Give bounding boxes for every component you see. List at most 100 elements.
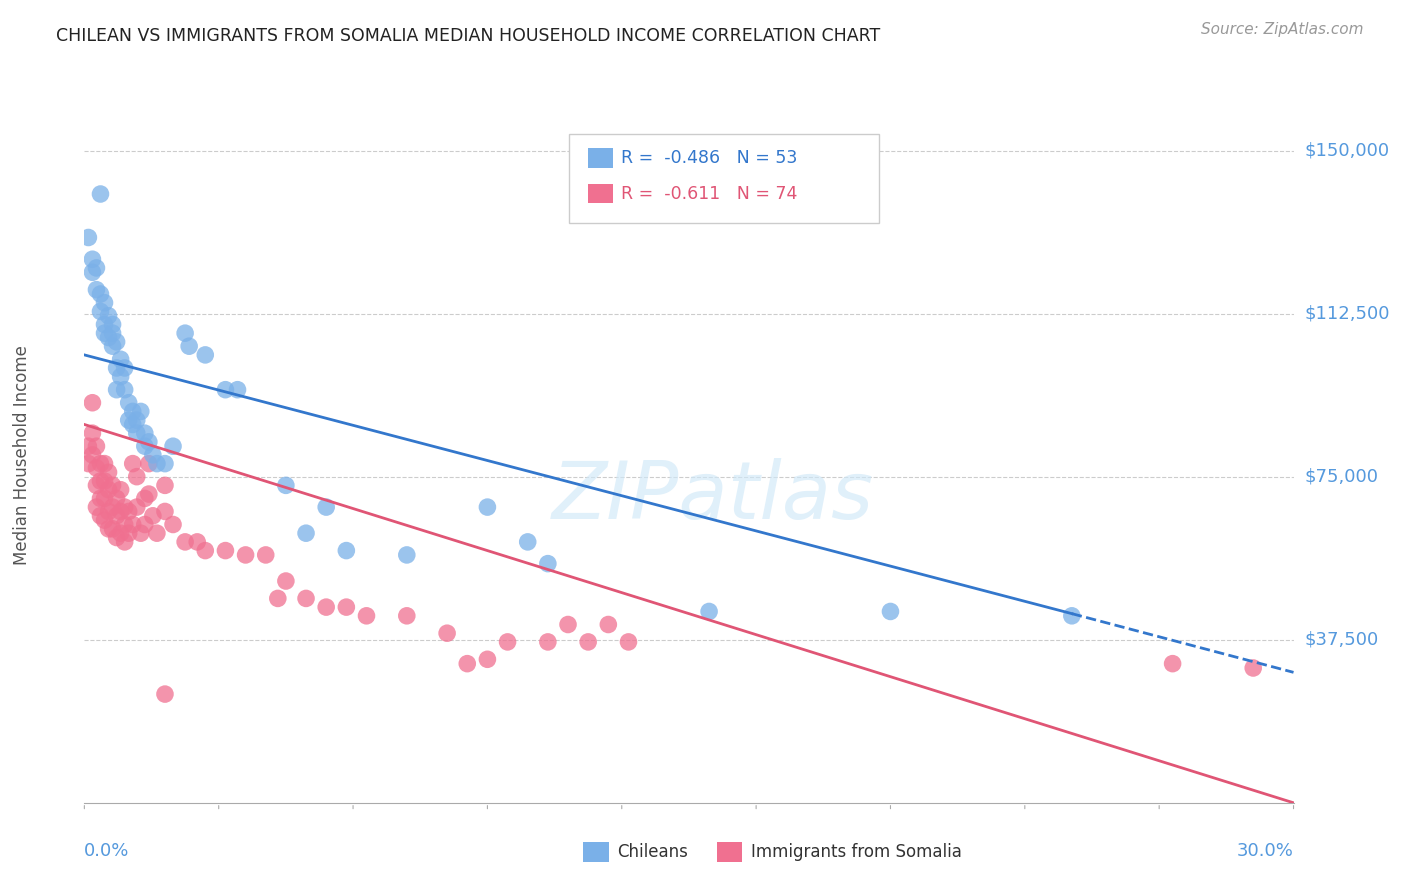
Point (105, 508, 128, 523)
Point (105, 383, 128, 397)
Text: 0.0%: 0.0% (84, 842, 129, 860)
Point (395, 608, 418, 623)
Point (82, 396, 104, 410)
Text: $150,000: $150,000 (1305, 142, 1389, 160)
Point (129, 526, 152, 541)
Point (118, 413, 141, 427)
Point (93, 474, 115, 488)
Point (89, 457, 111, 471)
Point (86, 478, 108, 492)
Text: Source: ZipAtlas.com: Source: ZipAtlas.com (1201, 22, 1364, 37)
Point (194, 543, 217, 558)
Point (356, 608, 378, 623)
Point (93, 326, 115, 341)
Point (138, 487, 160, 501)
Point (697, 605, 720, 619)
Point (82, 426, 104, 441)
Point (557, 617, 579, 632)
Point (576, 635, 599, 649)
Point (93, 295, 115, 310)
Point (274, 478, 297, 492)
Point (118, 504, 141, 518)
Point (114, 383, 136, 397)
Point (110, 526, 132, 541)
Point (101, 339, 124, 353)
Point (153, 687, 176, 701)
Point (214, 383, 236, 397)
Point (267, 591, 290, 606)
Point (186, 535, 208, 549)
Point (101, 478, 124, 492)
Text: 30.0%: 30.0% (1237, 842, 1294, 860)
Point (86, 461, 108, 475)
Point (97, 330, 120, 344)
Point (174, 535, 197, 549)
Point (496, 635, 519, 649)
Point (125, 413, 148, 427)
Point (125, 469, 148, 483)
Point (89, 304, 111, 318)
Point (315, 600, 337, 615)
Point (77, 230, 100, 244)
Text: R =  -0.486   N = 53: R = -0.486 N = 53 (621, 149, 797, 167)
Point (101, 522, 124, 536)
Point (121, 417, 143, 432)
Point (537, 557, 560, 571)
Point (89, 187, 111, 202)
Point (93, 318, 115, 332)
Point (89, 508, 111, 523)
Point (110, 369, 132, 384)
Point (129, 404, 152, 418)
Point (477, 652, 499, 666)
Point (97, 483, 120, 497)
Point (295, 526, 318, 541)
Point (125, 500, 148, 514)
Text: R =  -0.611   N = 74: R = -0.611 N = 74 (621, 185, 797, 202)
Point (93, 491, 115, 506)
Point (134, 517, 156, 532)
Point (315, 500, 337, 514)
Point (146, 457, 169, 471)
Point (436, 626, 458, 640)
Point (114, 361, 136, 376)
Point (134, 439, 156, 453)
Point (110, 483, 132, 497)
Point (86, 260, 108, 275)
Point (134, 491, 156, 506)
Point (879, 605, 901, 619)
Point (114, 517, 136, 532)
Point (235, 548, 257, 562)
Point (226, 383, 249, 397)
Point (97, 466, 120, 480)
Point (395, 548, 418, 562)
Point (121, 517, 143, 532)
Point (153, 504, 176, 518)
Point (477, 500, 499, 514)
Point (174, 326, 197, 341)
Point (335, 600, 357, 615)
Text: $112,500: $112,500 (1305, 304, 1391, 323)
Point (89, 491, 111, 506)
Text: $75,000: $75,000 (1305, 467, 1379, 485)
Point (537, 635, 560, 649)
Point (274, 574, 297, 588)
Point (142, 448, 165, 462)
Point (121, 457, 143, 471)
Point (105, 491, 128, 506)
Point (97, 522, 120, 536)
Point (86, 283, 108, 297)
Point (77, 457, 100, 471)
Point (89, 287, 111, 301)
Point (93, 457, 115, 471)
Point (179, 339, 201, 353)
Text: CHILEAN VS IMMIGRANTS FROM SOMALIA MEDIAN HOUSEHOLD INCOME CORRELATION CHART: CHILEAN VS IMMIGRANTS FROM SOMALIA MEDIA… (56, 27, 880, 45)
Point (97, 504, 120, 518)
Point (146, 526, 169, 541)
Point (1241, 661, 1264, 675)
Point (121, 404, 143, 418)
Point (82, 265, 104, 279)
Point (335, 543, 357, 558)
Text: Median Household Income: Median Household Income (13, 345, 31, 565)
Point (194, 348, 217, 362)
Text: ZIPatlas: ZIPatlas (553, 458, 875, 536)
